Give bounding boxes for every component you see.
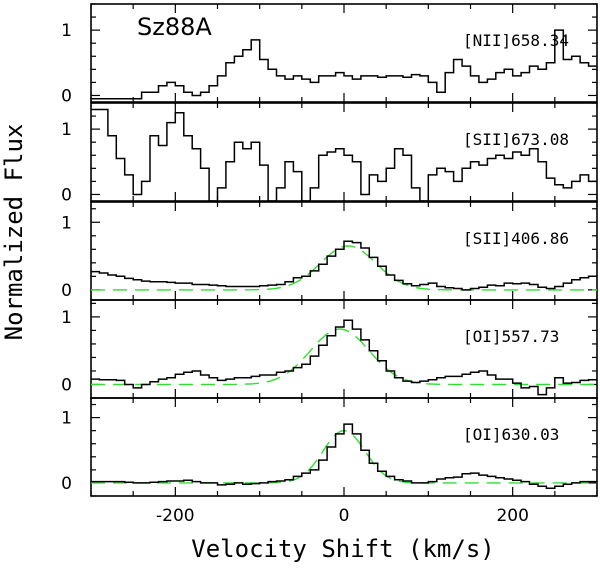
x-tick-label: -200 [156, 506, 195, 526]
panel-line-label: [NII]658.34 [463, 31, 569, 50]
gaussian-fit-line [91, 328, 597, 386]
panel-1: 0 1 [NII]658.34 [61, 3, 598, 106]
y-tick-label: 0 [61, 86, 72, 106]
panel-4: 0 1 [OI]557.73 [61, 299, 598, 399]
y-tick-label: 1 [61, 213, 72, 233]
y-tick-label: 0 [61, 375, 72, 395]
y-tick-label: 0 [61, 185, 72, 205]
panel-2: 0 1 [SII]673.08 [61, 102, 598, 205]
panel-line-label: [SII]406.86 [463, 229, 569, 248]
chart-title: Sz88A [137, 13, 212, 41]
y-tick-label: 0 [61, 474, 72, 494]
x-tick-labels: -200 0 200 [156, 506, 529, 526]
panel-line-label: [SII]673.08 [463, 130, 569, 149]
y-tick-label: 0 [61, 281, 72, 301]
x-tick-label: 200 [496, 506, 528, 526]
panel-line-label: [OI]630.03 [463, 425, 559, 444]
observed-flux-steps [91, 423, 597, 489]
panel-line-label: [OI]557.73 [463, 327, 559, 346]
y-tick-label: 1 [61, 308, 72, 328]
x-tick-label: 0 [339, 506, 350, 526]
observed-flux-steps [91, 240, 597, 291]
observed-flux-steps [91, 29, 597, 100]
panel-5: 0 1 [OI]630.03 [61, 397, 598, 497]
observed-flux-steps [91, 108, 597, 201]
y-tick-label: 1 [61, 120, 72, 140]
x-axis-title: Velocity Shift (km/s) [191, 535, 494, 563]
observed-flux-steps [91, 319, 597, 396]
panels-group: 0 1 [NII]658.34 0 1 [SII]673.08 0 1 [SII]406.86 0… [61, 3, 598, 497]
y-tick-label: 1 [61, 21, 72, 41]
y-axis-title: Normalized Flux [0, 124, 28, 341]
y-tick-label: 1 [61, 409, 72, 429]
